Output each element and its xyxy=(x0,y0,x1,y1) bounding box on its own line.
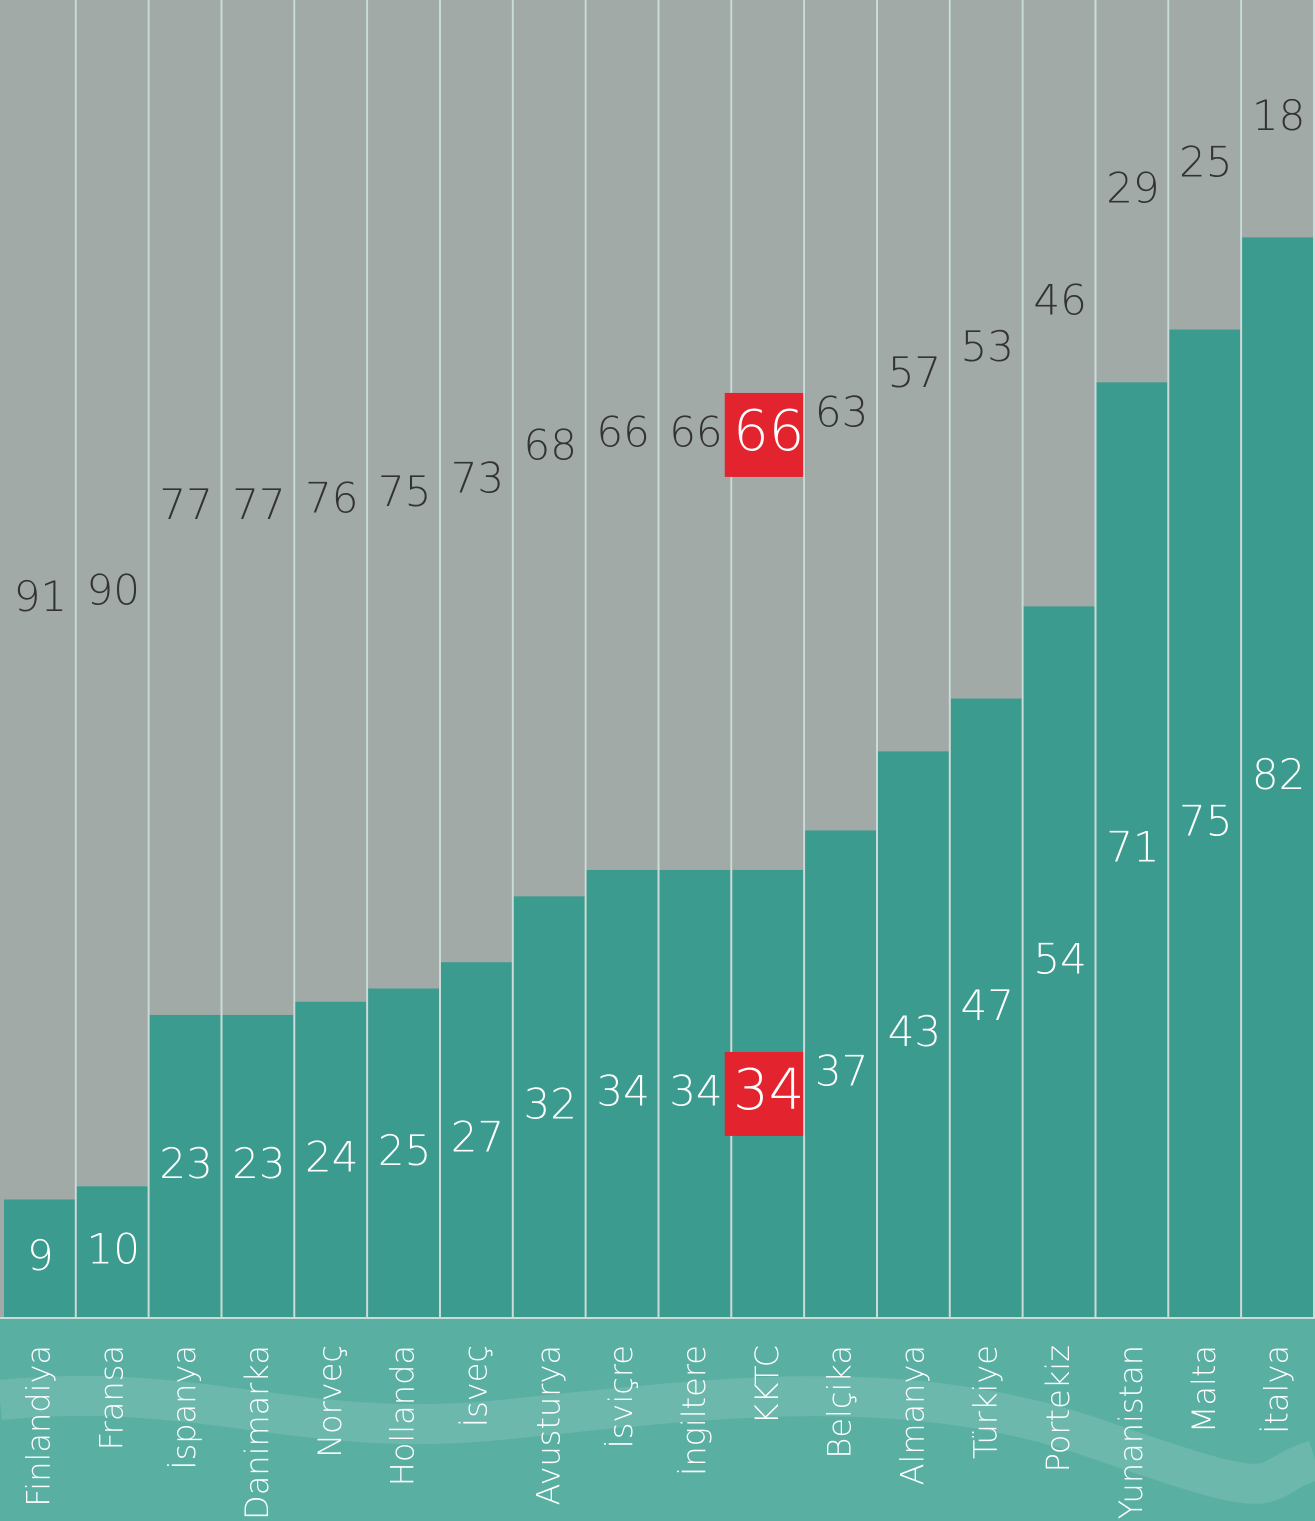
x-tick-label: Danimarka xyxy=(238,1345,276,1520)
value-label: 46 xyxy=(1033,276,1086,325)
x-tick-label: Portekiz xyxy=(1039,1345,1077,1472)
value-label: 34 xyxy=(733,1058,804,1123)
map-decoration xyxy=(0,1375,1315,1504)
bar-segment xyxy=(149,0,221,1015)
highlight-box xyxy=(724,1051,813,1136)
value-label: 25 xyxy=(378,1126,431,1175)
value-label: 34 xyxy=(669,1066,722,1115)
x-tick-label: Norveç xyxy=(311,1345,349,1458)
value-label: 24 xyxy=(305,1132,358,1181)
x-tick-label: Malta xyxy=(1185,1345,1223,1433)
bar-segment xyxy=(659,869,731,1318)
x-tick-label: İsveç xyxy=(456,1345,494,1427)
bar-segment xyxy=(222,0,294,1015)
value-label: 9 xyxy=(27,1231,54,1280)
bar-segment xyxy=(513,896,585,1318)
x-tick-label: Almanya xyxy=(893,1345,931,1485)
bar-segment xyxy=(878,0,949,752)
value-label: 34 xyxy=(596,1066,649,1115)
bar-segment xyxy=(4,1199,75,1318)
x-tick-label: İsviçre xyxy=(602,1345,640,1449)
value-label: 91 xyxy=(14,572,67,621)
bar-segment xyxy=(950,0,1022,699)
value-label: 57 xyxy=(888,348,941,397)
value-label: 25 xyxy=(1179,137,1232,186)
value-label: 66 xyxy=(596,407,649,456)
value-label: 37 xyxy=(815,1047,868,1096)
bar-segment xyxy=(878,751,949,1318)
bar-segment xyxy=(950,698,1022,1318)
value-label: 29 xyxy=(1106,164,1159,213)
bar-segment xyxy=(1096,382,1168,1319)
bar-segment xyxy=(149,1014,221,1318)
bar-segment xyxy=(222,1014,294,1318)
value-label: 77 xyxy=(159,480,212,529)
value-label: 73 xyxy=(451,454,504,503)
value-label: 71 xyxy=(1106,823,1159,872)
value-label: 43 xyxy=(888,1007,941,1056)
value-label: 18 xyxy=(1252,91,1305,140)
x-tick-label: Hollanda xyxy=(384,1345,422,1486)
x-tick-label: İtalya xyxy=(1258,1345,1296,1434)
value-label: 23 xyxy=(232,1139,285,1188)
bar-segment xyxy=(368,988,439,1318)
bar-segment xyxy=(1023,606,1095,1318)
bar-segment xyxy=(1242,0,1313,238)
value-label: 63 xyxy=(815,388,868,437)
value-label: 54 xyxy=(1033,935,1086,984)
bar-segment xyxy=(76,1186,148,1318)
bar-segment xyxy=(659,0,731,870)
x-tick-label: Yunanistan xyxy=(1112,1345,1150,1519)
bar-segment xyxy=(1242,237,1313,1319)
x-tick-label: Finlandiya xyxy=(19,1345,57,1507)
x-tick-label: Fransa xyxy=(92,1345,130,1450)
value-label: 66 xyxy=(733,399,804,464)
value-label: 76 xyxy=(305,473,358,522)
value-label: 75 xyxy=(1179,796,1232,845)
x-tick-label: İngiltere xyxy=(675,1345,713,1476)
bar-segment xyxy=(513,0,585,897)
bar-segment xyxy=(1169,0,1241,330)
bar-segment xyxy=(805,0,876,831)
bar-segment xyxy=(441,962,512,1318)
x-tick-label: KKTC xyxy=(748,1345,786,1425)
value-label: 23 xyxy=(159,1139,212,1188)
value-label: 10 xyxy=(87,1225,140,1274)
bar-segment xyxy=(441,0,512,963)
bar-segment xyxy=(368,0,439,989)
bar-segment xyxy=(76,0,148,1187)
highlight-box xyxy=(724,392,813,477)
value-label: 32 xyxy=(524,1080,577,1129)
bar-segment xyxy=(4,0,75,1200)
value-label: 47 xyxy=(961,981,1014,1030)
x-tick-label: İspanya xyxy=(165,1345,203,1470)
value-label: 75 xyxy=(378,467,431,516)
value-label: 90 xyxy=(87,566,140,615)
bar-segment xyxy=(805,830,876,1318)
value-label: 66 xyxy=(669,407,722,456)
value-label: 27 xyxy=(451,1113,504,1162)
value-label: 77 xyxy=(232,480,285,529)
x-tick-label: Avusturya xyxy=(529,1345,567,1505)
value-label: 82 xyxy=(1252,750,1305,799)
value-label: 68 xyxy=(524,421,577,470)
x-tick-label: Türkiye xyxy=(966,1345,1004,1459)
x-tick-label: Belçika xyxy=(821,1345,859,1459)
bar-segment xyxy=(586,0,658,870)
bar-segment xyxy=(1096,0,1168,383)
bar-segment xyxy=(1169,329,1241,1318)
value-label: 53 xyxy=(961,322,1014,371)
bar-segment xyxy=(295,0,367,1002)
label-strip xyxy=(0,1318,1315,1521)
bar-segment xyxy=(586,869,658,1318)
bar-segment xyxy=(295,1001,367,1318)
bar-segment xyxy=(1023,0,1095,607)
